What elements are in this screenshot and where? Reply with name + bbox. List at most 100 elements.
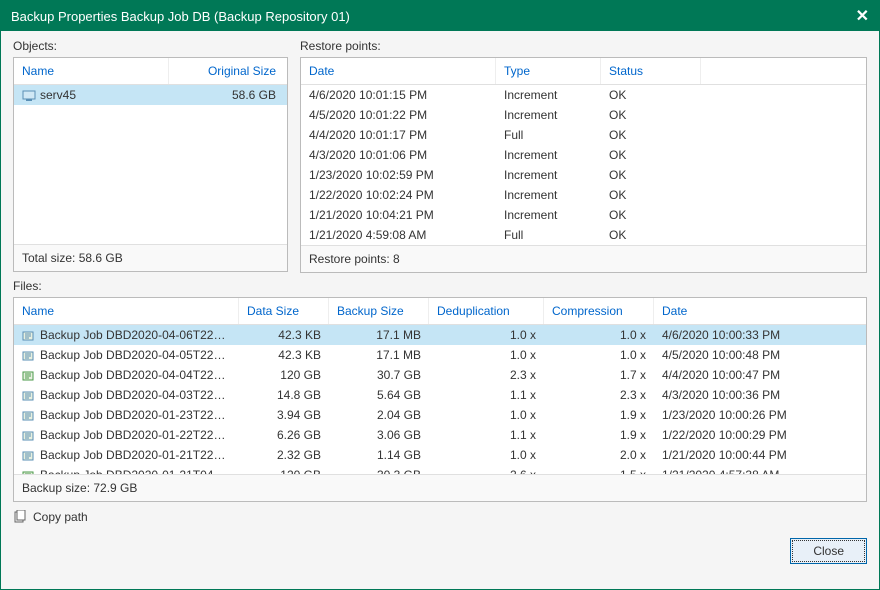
restore-date: 1/23/2020 10:02:59 PM — [301, 166, 496, 184]
restore-status: OK — [601, 186, 701, 204]
restore-row[interactable]: 1/21/2020 10:04:21 PMIncrementOK — [301, 205, 866, 225]
files-header: Name Data Size Backup Size Deduplication… — [14, 298, 866, 325]
files-row[interactable]: Backup Job DBD2020-01-21T045738_...120 G… — [14, 465, 866, 474]
close-icon[interactable]: ✕ — [856, 6, 869, 26]
objects-group: Objects: Name Original Size serv4558.6 G… — [13, 39, 288, 273]
restore-header: Date Type Status — [301, 58, 866, 85]
restore-col-status[interactable]: Status — [601, 58, 701, 84]
objects-footer: Total size: 58.6 GB — [14, 244, 287, 271]
files-row[interactable]: Backup Job DBD2020-04-03T220036_...14.8 … — [14, 385, 866, 405]
restore-row[interactable]: 1/22/2020 10:02:24 PMIncrementOK — [301, 185, 866, 205]
files-col-compression[interactable]: Compression — [544, 298, 654, 324]
files-col-date[interactable]: Date — [654, 298, 866, 324]
restore-status: OK — [601, 206, 701, 224]
restore-row[interactable]: 4/6/2020 10:01:15 PMIncrementOK — [301, 85, 866, 105]
file-dedup: 2.6 x — [429, 466, 544, 474]
file-name: Backup Job DBD2020-01-21T045738_... — [14, 466, 239, 474]
objects-col-size[interactable]: Original Size — [169, 58, 284, 84]
file-dedup: 1.0 x — [429, 446, 544, 464]
files-row[interactable]: Backup Job DBD2020-01-23T220026_...3.94 … — [14, 405, 866, 425]
files-row[interactable]: Backup Job DBD2020-01-21T220044_...2.32 … — [14, 445, 866, 465]
backup-file-icon — [22, 390, 36, 402]
file-backup-size: 5.64 GB — [329, 386, 429, 404]
close-button[interactable]: Close — [790, 538, 867, 564]
file-backup-size: 30.3 GB — [329, 466, 429, 474]
restore-status: OK — [601, 166, 701, 184]
restore-status: OK — [601, 86, 701, 104]
file-dedup: 1.0 x — [429, 326, 544, 344]
files-col-backup-size[interactable]: Backup Size — [329, 298, 429, 324]
files-col-dedup[interactable]: Deduplication — [429, 298, 544, 324]
restore-row[interactable]: 4/5/2020 10:01:22 PMIncrementOK — [301, 105, 866, 125]
file-backup-size: 2.04 GB — [329, 406, 429, 424]
file-name: Backup Job DBD2020-01-22T220029_... — [14, 426, 239, 444]
files-row[interactable]: Backup Job DBD2020-04-05T220048_...42.3 … — [14, 345, 866, 365]
copy-path-button[interactable]: Copy path — [13, 508, 867, 526]
restore-row[interactable]: 4/3/2020 10:01:06 PMIncrementOK — [301, 145, 866, 165]
bottom-area: Copy path Close — [13, 508, 867, 577]
restore-type: Increment — [496, 186, 601, 204]
file-data-size: 120 GB — [239, 466, 329, 474]
titlebar: Backup Properties Backup Job DB (Backup … — [1, 1, 879, 31]
restore-date: 1/21/2020 10:04:21 PM — [301, 206, 496, 224]
file-data-size: 42.3 KB — [239, 326, 329, 344]
file-compression: 2.0 x — [544, 446, 654, 464]
files-label: Files: — [13, 279, 867, 293]
restore-status: OK — [601, 126, 701, 144]
backup-file-icon — [22, 430, 36, 442]
file-name: Backup Job DBD2020-04-05T220048_... — [14, 346, 239, 364]
top-row: Objects: Name Original Size serv4558.6 G… — [13, 39, 867, 273]
object-name: serv45 — [14, 86, 169, 104]
file-compression: 2.3 x — [544, 386, 654, 404]
file-data-size: 3.94 GB — [239, 406, 329, 424]
file-date: 4/6/2020 10:00:33 PM — [654, 326, 866, 344]
objects-row[interactable]: serv4558.6 GB — [14, 85, 287, 105]
restore-date: 4/5/2020 10:01:22 PM — [301, 106, 496, 124]
files-row[interactable]: Backup Job DBD2020-01-22T220029_...6.26 … — [14, 425, 866, 445]
files-row[interactable]: Backup Job DBD2020-04-04T225607_...120 G… — [14, 365, 866, 385]
restore-col-date[interactable]: Date — [301, 58, 496, 84]
restore-type: Full — [496, 226, 601, 244]
content-area: Objects: Name Original Size serv4558.6 G… — [1, 31, 879, 589]
objects-header: Name Original Size — [14, 58, 287, 85]
restore-row[interactable]: 4/4/2020 10:01:17 PMFullOK — [301, 125, 866, 145]
backup-file-icon — [22, 410, 36, 422]
backup-file-icon — [22, 370, 36, 382]
file-name: Backup Job DBD2020-01-23T220026_... — [14, 406, 239, 424]
restore-group: Restore points: Date Type Status 4/6/202… — [300, 39, 867, 273]
restore-type: Increment — [496, 206, 601, 224]
file-dedup: 1.0 x — [429, 406, 544, 424]
file-dedup: 1.1 x — [429, 386, 544, 404]
restore-col-type[interactable]: Type — [496, 58, 601, 84]
file-compression: 1.0 x — [544, 326, 654, 344]
backup-file-icon — [22, 350, 36, 362]
file-name: Backup Job DBD2020-04-06T220033_... — [14, 326, 239, 344]
restore-type: Full — [496, 126, 601, 144]
file-data-size: 14.8 GB — [239, 386, 329, 404]
restore-row[interactable]: 1/21/2020 4:59:08 AMFullOK — [301, 225, 866, 245]
file-date: 1/23/2020 10:00:26 PM — [654, 406, 866, 424]
objects-col-name[interactable]: Name — [14, 58, 169, 84]
file-compression: 1.9 x — [544, 426, 654, 444]
restore-body: 4/6/2020 10:01:15 PMIncrementOK4/5/2020 … — [301, 85, 866, 245]
file-compression: 1.0 x — [544, 346, 654, 364]
files-col-data-size[interactable]: Data Size — [239, 298, 329, 324]
file-name: Backup Job DBD2020-04-03T220036_... — [14, 386, 239, 404]
files-group: Files: Name Data Size Backup Size Dedupl… — [13, 279, 867, 502]
backup-file-icon — [22, 450, 36, 462]
restore-date: 1/21/2020 4:59:08 AM — [301, 226, 496, 244]
files-body: Backup Job DBD2020-04-06T220033_...42.3 … — [14, 325, 866, 474]
files-footer: Backup size: 72.9 GB — [14, 474, 866, 501]
restore-col-spacer — [701, 58, 866, 84]
files-row[interactable]: Backup Job DBD2020-04-06T220033_...42.3 … — [14, 325, 866, 345]
file-name: Backup Job DBD2020-04-04T225607_... — [14, 366, 239, 384]
file-compression: 1.9 x — [544, 406, 654, 424]
file-date: 1/21/2020 4:57:38 AM — [654, 466, 866, 474]
button-row: Close — [13, 534, 867, 564]
restore-row[interactable]: 1/23/2020 10:02:59 PMIncrementOK — [301, 165, 866, 185]
files-col-name[interactable]: Name — [14, 298, 239, 324]
vm-icon — [22, 90, 36, 102]
file-compression: 1.5 x — [544, 466, 654, 474]
file-compression: 1.7 x — [544, 366, 654, 384]
restore-label: Restore points: — [300, 39, 867, 53]
